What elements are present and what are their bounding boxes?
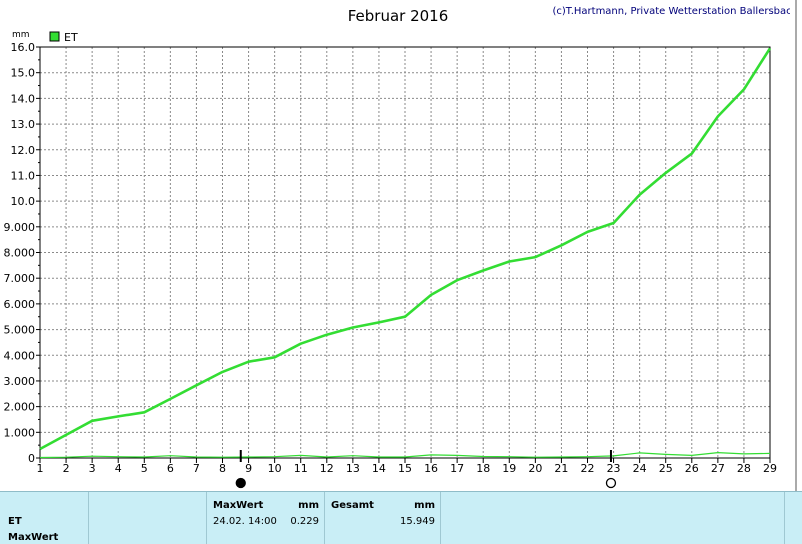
chart-credit: (c)T.Hartmann, Private Wetterstation Bal… bbox=[552, 6, 798, 17]
x-tick-label: 23 bbox=[607, 462, 621, 475]
y-tick-label: 16.0 bbox=[11, 41, 36, 54]
total-header: Gesamt bbox=[331, 500, 374, 511]
series-line-hourly bbox=[39, 452, 771, 459]
y-tick-label: 1.000 bbox=[4, 426, 36, 439]
info-spare-cell bbox=[440, 492, 785, 544]
x-tick-label: 19 bbox=[502, 462, 516, 475]
max-unit: mm bbox=[298, 500, 319, 511]
y-tick-label: 10.0 bbox=[11, 195, 36, 208]
row-label-maxwert: MaxWert bbox=[8, 532, 59, 543]
info-max-cell: MaxWert mm 24.02. 14:00 0.229 bbox=[206, 492, 325, 544]
full-moon-marker bbox=[605, 477, 617, 489]
row-label: ET bbox=[8, 516, 22, 527]
info-empty-cell bbox=[88, 492, 207, 544]
legend: ET bbox=[49, 31, 78, 44]
x-tick-label: 8 bbox=[219, 462, 226, 475]
max-header: MaxWert bbox=[213, 500, 264, 511]
info-total-cell: Gesamt mm 15.949 bbox=[324, 492, 441, 544]
y-tick-label: 0 bbox=[28, 452, 35, 465]
x-tick-label: 16 bbox=[424, 462, 438, 475]
max-time: 24.02. 14:00 bbox=[213, 516, 277, 527]
x-tick-label: 24 bbox=[633, 462, 647, 475]
y-tick-label: 13.0 bbox=[11, 118, 36, 131]
y-tick-label: 3.000 bbox=[4, 375, 36, 388]
y-tick-label: 15.0 bbox=[11, 67, 36, 80]
grid bbox=[40, 47, 770, 458]
y-tick-label: 9.000 bbox=[4, 221, 36, 234]
total-unit: mm bbox=[414, 500, 435, 511]
series-line-et bbox=[39, 47, 772, 451]
x-tick-label: 2 bbox=[63, 462, 70, 475]
y-tick-label: 2.000 bbox=[4, 401, 36, 414]
legend-label-et: ET bbox=[64, 31, 78, 44]
x-tick-label: 17 bbox=[450, 462, 464, 475]
x-tick-label: 26 bbox=[685, 462, 699, 475]
x-tick-label: 15 bbox=[398, 462, 412, 475]
chart: Februar 2016 (c)T.Hartmann, Private Wett… bbox=[3, 0, 798, 491]
y-tick-label: 14.0 bbox=[11, 92, 36, 105]
y-axis-ticks: 0 1.000 2.000 3.000 4.000 5.000 6.000 7.000 8.00… bbox=[4, 41, 40, 465]
legend-swatch-et bbox=[49, 31, 60, 42]
x-tick-label: 6 bbox=[167, 462, 174, 475]
y-tick-label: 12.0 bbox=[11, 144, 36, 157]
x-tick-label: 11 bbox=[294, 462, 308, 475]
y-tick-label: 5.000 bbox=[4, 324, 36, 337]
x-tick-label: 21 bbox=[554, 462, 568, 475]
x-tick-label: 22 bbox=[581, 462, 595, 475]
x-tick-label: 28 bbox=[737, 462, 751, 475]
max-value: 0.229 bbox=[290, 516, 319, 527]
x-tick-label: 27 bbox=[711, 462, 725, 475]
y-tick-label: 7.000 bbox=[4, 272, 36, 285]
moon-markers bbox=[235, 450, 617, 489]
x-tick-label: 18 bbox=[476, 462, 490, 475]
y-tick-label: 4.000 bbox=[4, 349, 36, 362]
x-axis-ticks: 1 2 3 4 5 6 7 8 9 10 11 12 13 14 15 16 17 18 19 20 21 22 23 24 2… bbox=[37, 458, 777, 475]
x-tick-label: 3 bbox=[89, 462, 96, 475]
x-tick-label: 29 bbox=[763, 462, 777, 475]
y-tick-label: 11.0 bbox=[11, 169, 36, 182]
x-tick-label: 25 bbox=[659, 462, 673, 475]
y-axis-unit: mm bbox=[12, 30, 30, 40]
total-value: 15.949 bbox=[400, 516, 435, 527]
chart-title: Februar 2016 bbox=[348, 7, 449, 25]
y-tick-label: 6.000 bbox=[4, 298, 36, 311]
new-moon-marker bbox=[235, 477, 246, 489]
x-tick-label: 14 bbox=[372, 462, 386, 475]
x-tick-label: 13 bbox=[346, 462, 360, 475]
x-tick-label: 20 bbox=[528, 462, 542, 475]
series-layer bbox=[39, 47, 772, 459]
x-tick-label: 10 bbox=[268, 462, 282, 475]
x-tick-label: 1 bbox=[37, 462, 44, 475]
x-tick-label: 9 bbox=[245, 462, 252, 475]
info-label-cell: ET MaxWert bbox=[0, 492, 88, 544]
x-tick-label: 4 bbox=[115, 462, 122, 475]
y-tick-label: 8.000 bbox=[4, 247, 36, 260]
info-edge-cell bbox=[784, 492, 802, 544]
x-tick-label: 7 bbox=[193, 462, 200, 475]
x-tick-label: 12 bbox=[320, 462, 334, 475]
info-panel: ET MaxWert MaxWert mm 24.02. 14:00 0.229… bbox=[0, 491, 802, 544]
x-tick-label: 5 bbox=[141, 462, 148, 475]
